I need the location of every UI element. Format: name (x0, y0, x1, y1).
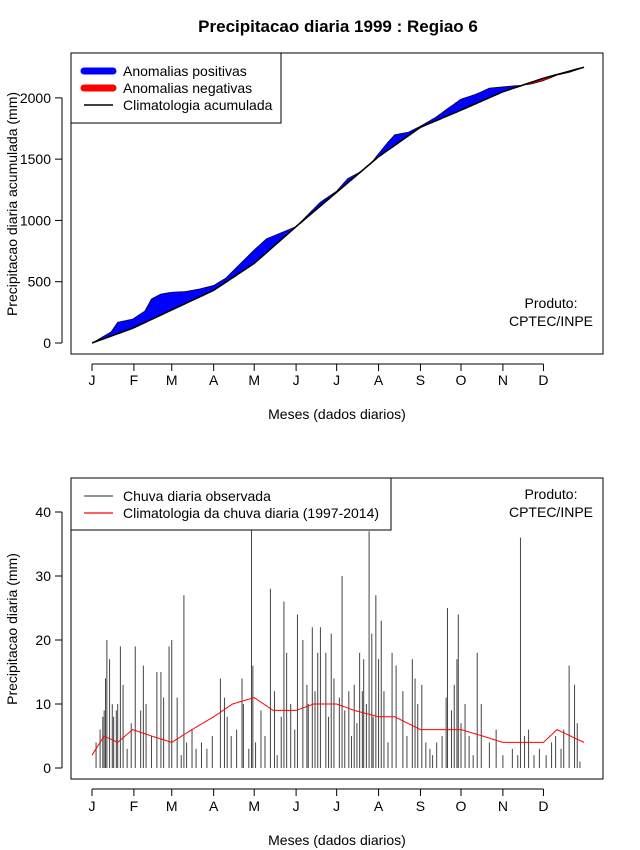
cumulative-x-tick-label-1: F (130, 372, 139, 388)
daily-x-tick-label-1: F (130, 798, 139, 814)
cumulative-x-tick-label-11: D (538, 372, 548, 388)
daily-legend-box (70, 477, 392, 531)
cumulative-plot-frame (70, 52, 604, 355)
daily-climatology-line (91, 697, 585, 756)
climatology-lines (91, 66, 585, 344)
legend-label-observed: Chuva diaria observada (123, 488, 271, 504)
legend-label-negative: Anomalias negativas (123, 80, 252, 96)
positive-anomaly-area-0 (91, 167, 366, 344)
daily-x-tick-label-3: A (209, 798, 219, 814)
climatology-accumulated-line (91, 66, 585, 344)
legend-label-climatology: Climatologia acumulada (123, 97, 273, 113)
daily-y-tick-label-0: 0 (43, 760, 51, 776)
daily-x-tick-label-5: J (293, 798, 300, 814)
daily-x-tick-label-7: A (374, 798, 384, 814)
cumulative-y-tick-label-0: 0 (43, 335, 51, 351)
cumulative-y-tick-label-1: 500 (28, 274, 52, 290)
cumulative-y-tick-label-3: 1500 (20, 151, 51, 167)
daily-x-tick-label-4: M (248, 798, 260, 814)
cumulative-x-tick-label-6: J (333, 372, 340, 388)
daily-credit-line1: Produto: (525, 486, 578, 502)
cumulative-x-tick-label-4: M (248, 372, 260, 388)
daily-y-tick-label-1: 10 (35, 696, 51, 712)
daily-x-axis-label: Meses (dados diarios) (268, 832, 406, 848)
daily-x-tick-label-8: S (416, 798, 425, 814)
legend-label-positive: Anomalias positivas (123, 63, 247, 79)
daily-x-tick-label-0: J (89, 798, 96, 814)
daily-y-axis: 0 10 20 30 40 (35, 504, 63, 776)
cumulative-x-tick-label-2: M (166, 372, 178, 388)
cumulative-y-tick-label-2: 1000 (20, 212, 51, 228)
daily-x-tick-label-10: N (498, 798, 508, 814)
cumulative-y-tick-label-4: 2000 (20, 90, 51, 106)
cumulative-x-tick-label-7: A (374, 372, 384, 388)
cumulative-x-tick-label-0: J (89, 372, 96, 388)
cumulative-credit-line1: Produto: (525, 295, 578, 311)
daily-rain-bars (95, 524, 581, 768)
cumulative-y-axis: 0 500 1000 1500 2000 (20, 90, 63, 351)
daily-x-tick-label-9: O (456, 798, 467, 814)
cumulative-credit-line2: CPTEC/INPE (509, 313, 593, 329)
cumulative-y-axis-label: Precipitacao diaria acumulada (mm) (4, 92, 20, 316)
chart-title: Precipitacao diaria 1999 : Regiao 6 (198, 17, 478, 36)
positive-anomaly-area-2 (370, 84, 525, 165)
daily-y-tick-label-3: 30 (35, 568, 51, 584)
cumulative-x-tick-label-9: O (456, 372, 467, 388)
daily-climatology-line-path (91, 697, 585, 756)
cumulative-legend: Anomalias positivas Anomalias negativas … (70, 52, 282, 124)
daily-x-tick-label-2: M (166, 798, 178, 814)
cumulative-x-tick-label-10: N (498, 372, 508, 388)
daily-x-tick-label-6: J (333, 798, 340, 814)
daily-credit-line2: CPTEC/INPE (509, 504, 593, 520)
daily-y-axis-label: Precipitacao diaria (mm) (4, 553, 20, 705)
cumulative-x-tick-label-5: J (293, 372, 300, 388)
cumulative-x-axis-label: Meses (dados diarios) (268, 406, 406, 422)
legend-label-daily-climatology: Climatologia da chuva diaria (1997-2014) (123, 505, 379, 521)
daily-panel: 0 10 20 30 40 J F M A M J J A S O N D Meses (dados diar… (4, 477, 604, 848)
daily-legend: Chuva diaria observada Climatologia da c… (70, 477, 392, 531)
daily-y-tick-label-2: 20 (35, 632, 51, 648)
cumulative-x-tick-label-3: A (209, 372, 219, 388)
cumulative-panel: 0 500 1000 1500 2000 J F M A M J J A S O N D Meses (dad… (4, 52, 604, 422)
daily-x-tick-label-11: D (538, 798, 548, 814)
daily-y-tick-label-4: 40 (35, 504, 51, 520)
cumulative-x-tick-label-8: S (416, 372, 425, 388)
